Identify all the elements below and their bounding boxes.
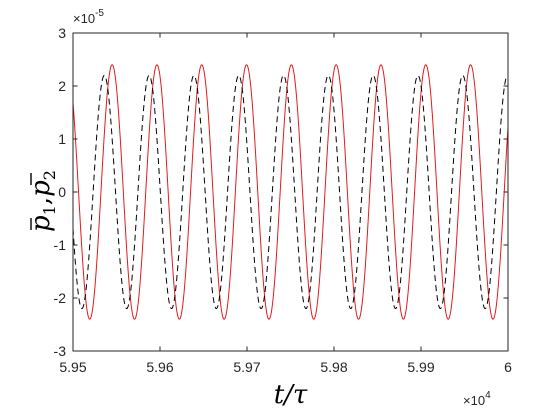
y-label-p2: p [26,180,56,197]
x-tick-label: 5.98 [320,359,347,375]
y-label-p1: p [26,215,56,232]
y-tick-label: 1 [58,131,66,147]
y-tick-label: 3 [58,25,66,41]
x-axis-label: t/τ [274,380,308,410]
x-axis-exponent: ×104 [463,390,491,408]
y-tick-label: 2 [58,78,66,94]
x-tick-label: 5.95 [59,359,86,375]
y-axis-label: p1,p2 [26,170,59,232]
x-tick-label: 5.96 [146,359,173,375]
y-label-sub2: 2 [40,170,59,180]
series-solid-line [73,64,508,320]
x-tick-label: 6 [504,359,512,375]
y-axis-exponent: ×10-5 [73,8,104,26]
x-tick-label: 5.97 [233,359,260,375]
y-tick-label: -1 [54,237,67,253]
x-tick-label: 5.99 [407,359,434,375]
y-label-sub1: 1 [40,205,59,215]
y-tick-label: -3 [54,343,67,359]
series-layer [73,64,508,320]
tick-layer: 5.95 5.96 5.97 5.98 5.99 6 -3 -2 -1 0 1 2 3 [54,25,513,375]
y-tick-label: -2 [54,290,67,306]
svg-text:p1,p2: p1,p2 [26,170,59,232]
y-tick-label: 0 [58,184,66,200]
series-dashed-line [73,74,508,310]
y-label-comma: , [26,197,56,205]
